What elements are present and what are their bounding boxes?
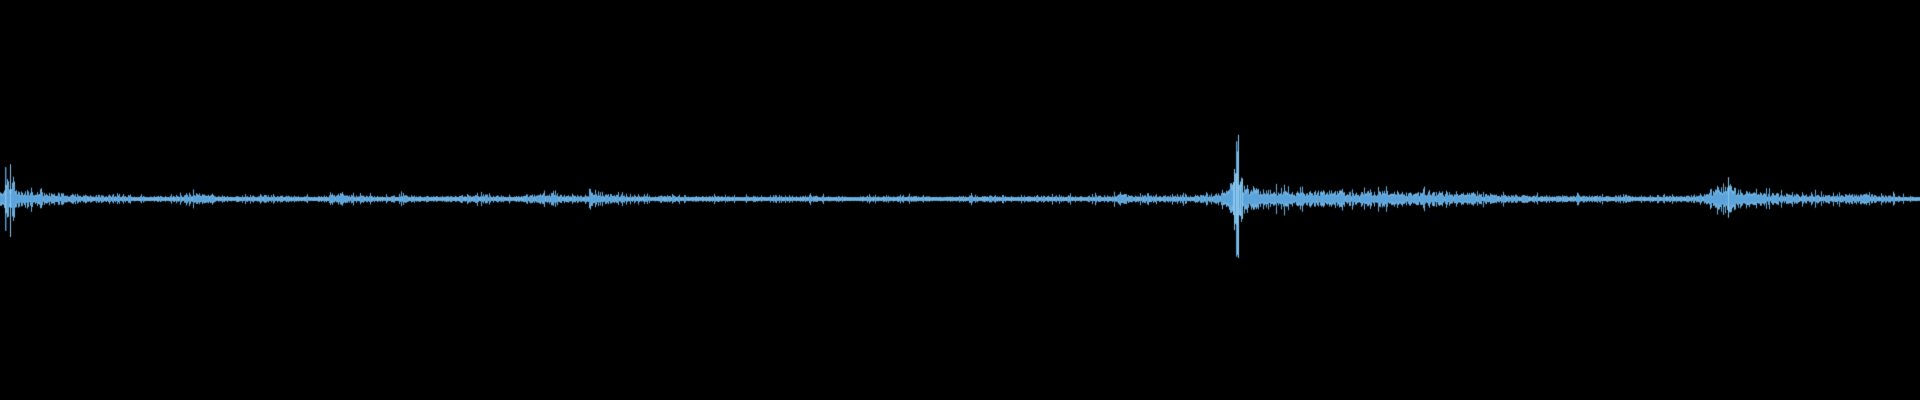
audio-waveform-canvas[interactable] xyxy=(0,0,1920,400)
waveform-viewer[interactable] xyxy=(0,0,1920,400)
